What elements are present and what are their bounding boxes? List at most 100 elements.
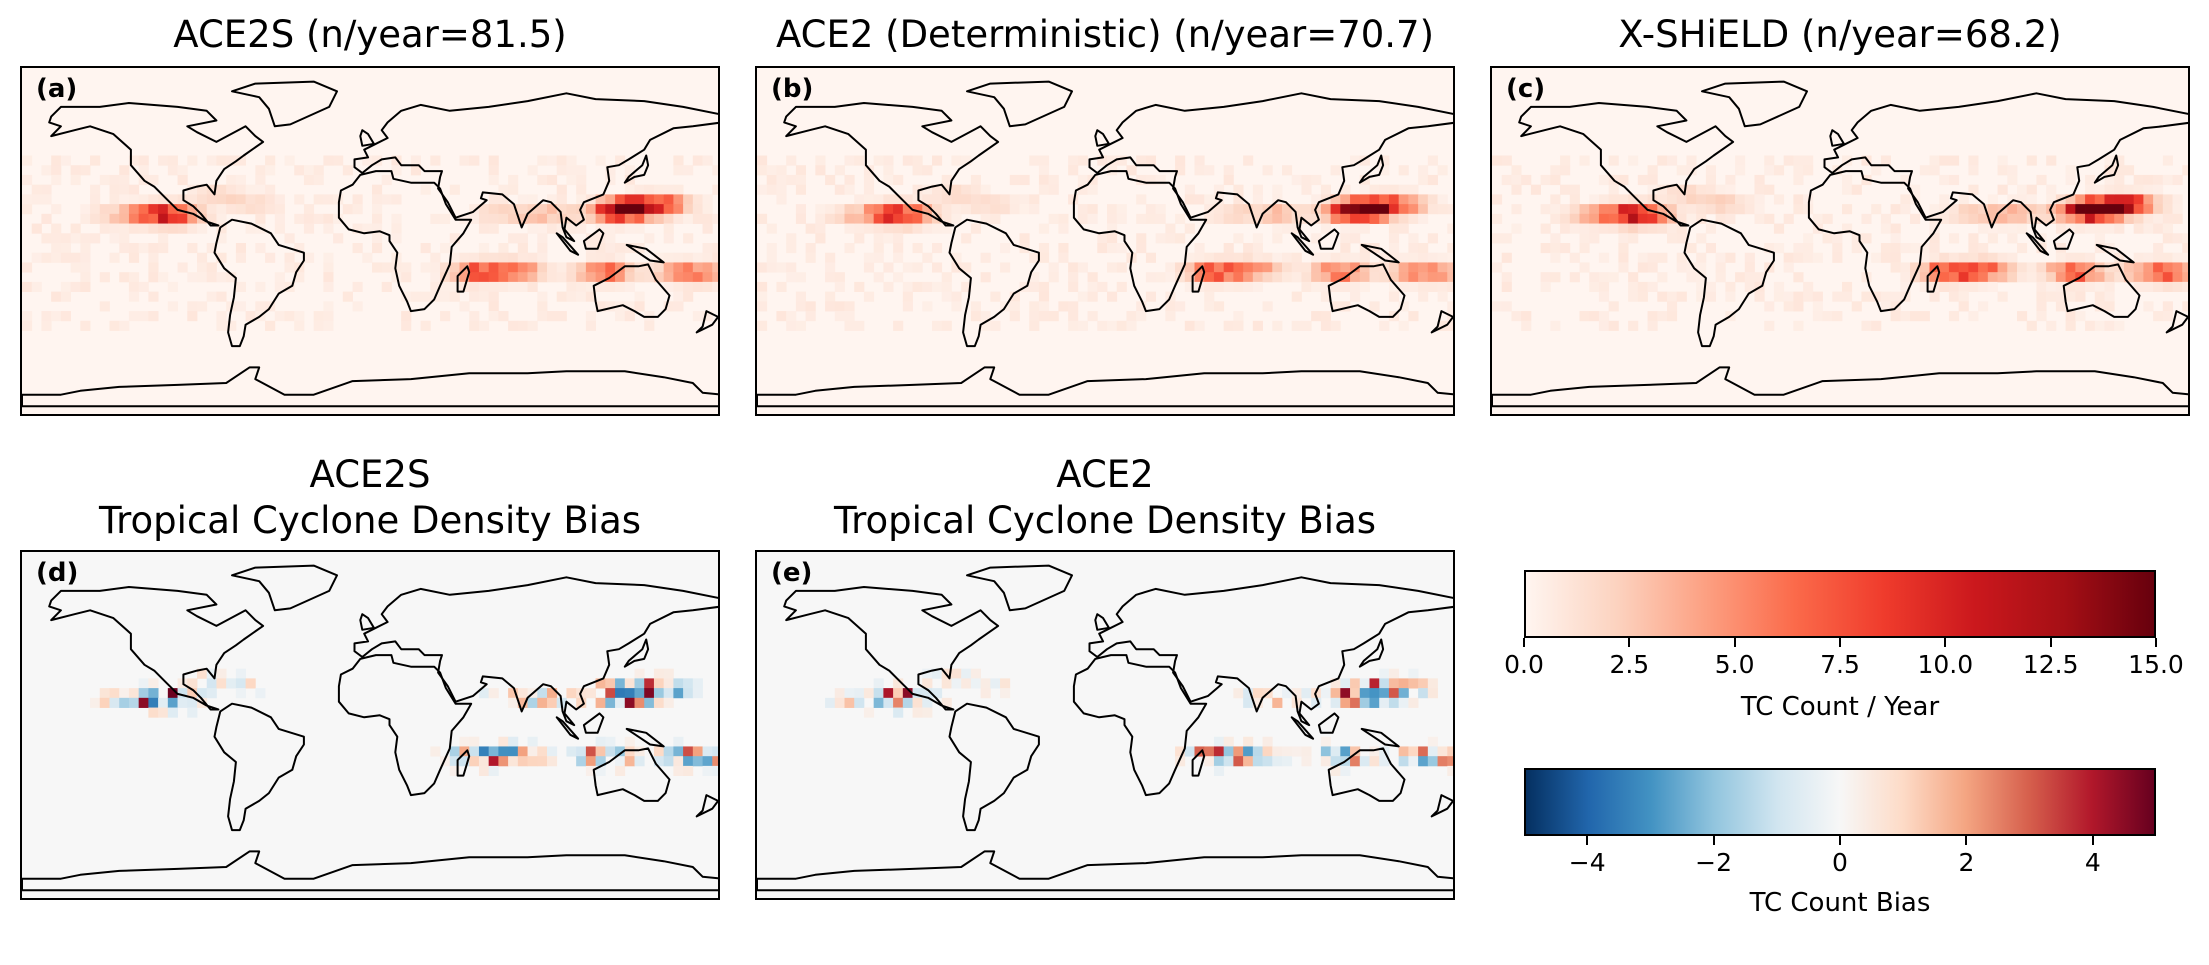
heatmap-cell <box>1550 174 1561 186</box>
heatmap-cell <box>478 243 490 254</box>
heatmap-cell <box>1511 174 1522 186</box>
heatmap-cell <box>1379 688 1390 699</box>
heatmap-cell <box>1978 262 1989 273</box>
heatmap-cell <box>1637 194 1648 205</box>
colorbar-counts-tickmark <box>1733 638 1736 647</box>
heatmap-cell <box>970 184 982 195</box>
heatmap-cell <box>99 688 110 699</box>
heatmap-cell <box>834 213 845 224</box>
heatmap-cell <box>2055 301 2067 312</box>
heatmap-cell <box>1764 184 1775 195</box>
heatmap-cell <box>1978 301 1989 312</box>
heatmap-cell <box>1929 252 1940 263</box>
heatmap-cell <box>776 262 787 273</box>
heatmap-cell <box>1437 746 1448 757</box>
heatmap-cell <box>1408 213 1419 224</box>
heatmap-cell <box>216 678 227 689</box>
heatmap-cell <box>2065 204 2076 215</box>
heatmap-cell <box>2094 223 2105 234</box>
heatmap-cell <box>951 668 962 679</box>
heatmap-cell <box>537 262 548 273</box>
heatmap-cell <box>128 223 140 234</box>
heatmap-cell <box>566 174 577 186</box>
heatmap-cell <box>323 272 334 283</box>
heatmap-cell <box>1900 281 1911 293</box>
heatmap-cell <box>673 746 684 757</box>
heatmap-cell <box>702 194 713 205</box>
heatmap-cell <box>1145 252 1157 263</box>
heatmap-cell <box>844 697 855 708</box>
heatmap-cell <box>2075 213 2086 224</box>
heatmap-cell <box>932 281 943 293</box>
heatmap-cell <box>2172 252 2183 263</box>
heatmap-cell <box>1657 311 1668 322</box>
heatmap-cell <box>683 765 694 777</box>
heatmap-cell <box>2075 204 2086 215</box>
heatmap-cell <box>2104 272 2115 283</box>
heatmap-cell <box>1754 272 1765 283</box>
heatmap-cell <box>1340 697 1351 708</box>
heatmap-cell <box>128 688 140 699</box>
heatmap-cell <box>1628 291 1639 302</box>
heatmap-cell <box>148 174 159 186</box>
heatmap-cell <box>167 223 178 234</box>
coastline <box>1072 170 1208 313</box>
heatmap-cell <box>951 204 962 215</box>
heatmap-cell <box>1223 746 1234 757</box>
heatmap-cell <box>1880 243 1892 254</box>
heatmap-cell <box>187 155 198 166</box>
heatmap-cell <box>187 688 198 699</box>
heatmap-cell <box>912 707 923 718</box>
heatmap-cell <box>547 688 558 699</box>
heatmap-cell <box>1608 155 1619 166</box>
heatmap-cell <box>488 272 499 283</box>
heatmap-cell <box>1948 174 1960 186</box>
heatmap-cell <box>1350 272 1361 283</box>
heatmap-cell <box>138 281 149 293</box>
heatmap-cell <box>902 155 913 166</box>
heatmap-cell <box>391 262 402 273</box>
heatmap-cell <box>795 320 807 331</box>
heatmap-cell <box>372 194 383 205</box>
heatmap-cell <box>1579 155 1590 166</box>
heatmap-cell <box>1427 155 1438 166</box>
heatmap-cell <box>844 243 855 254</box>
heatmap-cell <box>265 252 276 263</box>
heatmap-cell <box>1501 301 1512 312</box>
heatmap-cell <box>2104 262 2115 273</box>
heatmap-cell <box>1194 155 1205 166</box>
heatmap-cell <box>1560 165 1571 176</box>
heatmap-cell <box>1803 281 1814 293</box>
heatmap-cell <box>712 252 718 263</box>
heatmap-cell <box>109 697 120 708</box>
heatmap-cell <box>333 194 344 205</box>
heatmap-cell <box>1948 252 1960 263</box>
heatmap-cell <box>547 194 558 205</box>
heatmap-cell <box>624 678 635 689</box>
heatmap-cell <box>2075 311 2086 322</box>
heatmap-cell <box>1194 165 1205 176</box>
heatmap-cell <box>440 281 451 293</box>
heatmap-cell <box>1359 155 1370 166</box>
heatmap-cell <box>2114 194 2125 205</box>
heatmap-cell <box>1145 174 1157 186</box>
heatmap-cell <box>712 756 718 767</box>
heatmap-cell <box>22 320 33 331</box>
heatmap-cell <box>1340 243 1351 254</box>
heatmap-cell <box>449 233 460 244</box>
heatmap-cell <box>1667 204 1678 215</box>
heatmap-cell <box>274 223 285 234</box>
heatmap-cell <box>158 233 169 244</box>
heatmap-cell <box>148 678 159 689</box>
heatmap-cell <box>1320 746 1332 757</box>
heatmap-cell <box>702 272 713 283</box>
heatmap-cell <box>1408 272 1419 283</box>
heatmap-cell <box>1793 252 1804 263</box>
heatmap-cell <box>556 184 567 195</box>
heatmap-cell <box>1618 213 1629 224</box>
heatmap-cell <box>1560 184 1571 195</box>
heatmap-cell <box>1398 756 1409 767</box>
heatmap-cell <box>235 194 247 205</box>
heatmap-cell <box>585 320 597 331</box>
heatmap-cell <box>1637 204 1648 215</box>
